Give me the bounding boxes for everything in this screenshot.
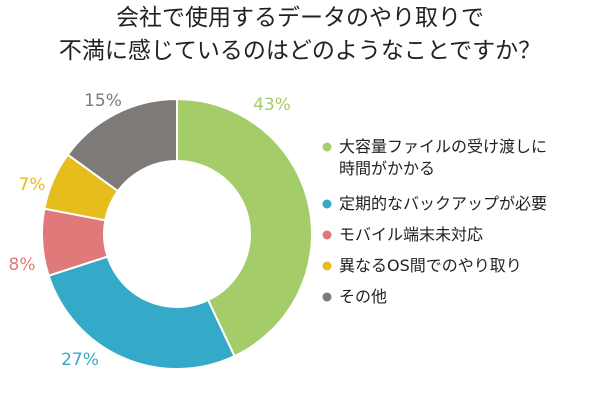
chart-title-line-1: 会社で使用するデータのやり取りで bbox=[116, 5, 484, 31]
legend-marker-2 bbox=[322, 199, 332, 209]
percent-label-3: 8% bbox=[9, 255, 36, 275]
percent-label-1: 43% bbox=[253, 95, 291, 115]
legend: 大容量ファイルの受け渡しに時間がかかる定期的なバックアップが必要モバイル端末未対… bbox=[322, 137, 547, 306]
percent-label-4: 7% bbox=[19, 175, 46, 195]
legend-label-1-line-1: 大容量ファイルの受け渡しに bbox=[339, 137, 547, 156]
legend-label-4: 異なるOS間でのやり取り bbox=[339, 256, 522, 275]
slice-5 bbox=[66, 97, 178, 193]
slice-1 bbox=[176, 97, 313, 358]
legend-label-2: 定期的なバックアップが必要 bbox=[339, 194, 547, 213]
chart-title-line-2: 不満に感じているのはどのようなことですか？ bbox=[59, 38, 541, 64]
percent-labels-group: 43% 27% 8% 7% 15% bbox=[9, 91, 291, 370]
legend-label-3: モバイル端末未対応 bbox=[339, 225, 483, 244]
percent-label-2: 27% bbox=[61, 350, 99, 370]
legend-label-1-line-2: 時間がかかる bbox=[339, 159, 435, 178]
legend-label-5: その他 bbox=[339, 287, 387, 306]
slice-2 bbox=[47, 255, 236, 370]
percent-label-5: 15% bbox=[84, 91, 122, 111]
legend-marker-3 bbox=[322, 230, 332, 240]
legend-marker-1 bbox=[322, 142, 332, 152]
legend-marker-5 bbox=[322, 292, 332, 302]
legend-marker-4 bbox=[322, 261, 332, 271]
slices-group bbox=[41, 97, 313, 370]
